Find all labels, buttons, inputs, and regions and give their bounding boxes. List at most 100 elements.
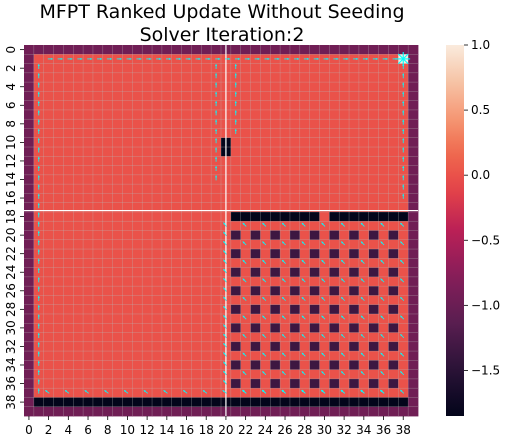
heatmap-cell [280,119,291,129]
heatmap-cell [240,286,251,296]
heatmap-cell [152,378,163,389]
heatmap-cell [92,119,104,129]
flow-arrow-head [37,323,40,326]
heatmap-cell [73,156,84,166]
flow-arrow-head [297,57,300,60]
heatmap-cell [191,230,202,241]
heatmap-cell [319,119,330,129]
heatmap-cell [378,128,389,139]
heatmap-cell [201,276,212,287]
heatmap-cell [211,258,222,269]
heatmap-cell [280,341,291,352]
heatmap-cell [230,202,242,213]
heatmap-cell [43,230,54,241]
heatmap-cell [92,341,104,352]
heatmap-cell [309,45,320,55]
flow-arrow-head [234,73,237,76]
y-tick-label: 38 [4,394,18,409]
heatmap-cell [240,211,251,222]
heatmap-cell [53,137,64,148]
heatmap-cell [408,119,419,129]
heatmap-cell [368,202,379,213]
flow-arrow-head [321,352,324,355]
heatmap-cell [201,267,212,278]
heatmap-cell [289,119,301,129]
y-tick-label: 0 [4,46,18,54]
flow-arrow-head [215,175,218,178]
heatmap-cell [358,378,370,389]
heatmap-cell [171,332,182,343]
heatmap-cell [102,63,114,74]
y-tick-label: 22 [4,246,18,261]
y-tick-label: 6 [4,101,18,109]
heatmap-cell [102,72,114,83]
heatmap-cell [73,397,84,408]
heatmap-cell [289,351,301,361]
flow-arrow-head [400,222,403,226]
flow-arrow-head [402,166,405,168]
heatmap-cell [102,249,114,259]
heatmap-cell [73,109,84,120]
heatmap-cell [83,202,94,213]
heatmap-cell [270,360,281,371]
heatmap-cell [270,193,281,204]
heatmap-cell [191,332,202,343]
heatmap-cell [358,267,370,278]
heatmap-cell [240,82,251,92]
heatmap-cell [349,128,360,139]
heatmap-cell [201,230,212,241]
heatmap-cell [102,147,114,157]
flow-arrow-head [301,334,304,337]
heatmap-cell [230,239,242,250]
heatmap-cell [201,174,212,185]
heatmap-cell [349,119,360,129]
heatmap-cell [299,211,311,222]
heatmap-cell [122,128,133,139]
flow-arrow-head [380,260,383,263]
heatmap-cell [230,147,242,157]
heatmap-cell [112,63,123,74]
heatmap-cell [171,239,182,250]
heatmap-cell [161,193,173,204]
heatmap-cell [201,378,212,389]
heatmap-cell [339,323,350,333]
heatmap-cell [83,360,94,371]
heatmap-cell [43,147,54,157]
heatmap-cell [388,165,399,176]
heatmap-cell [260,174,271,185]
heatmap-cell [53,267,64,278]
heatmap-cell [378,193,389,204]
heatmap-cell [408,91,419,102]
flow-arrow-head [215,147,218,150]
heatmap-cell [368,369,379,380]
heatmap-cell [319,100,330,111]
heatmap-cell [319,378,330,389]
heatmap-cell [378,378,389,389]
heatmap-cell [122,147,133,157]
heatmap-cell [201,406,212,417]
heatmap-cell [289,165,301,176]
goal-marker [397,53,404,60]
heatmap-cell [152,165,163,176]
heatmap-cell [349,276,360,287]
heatmap-cell [92,193,104,204]
heatmap-cell [92,184,104,194]
heatmap-cell [43,174,54,185]
heatmap-cell [260,406,271,417]
y-tick-label: 20 [4,227,18,242]
heatmap-cell [398,286,409,296]
heatmap-cell [92,221,104,231]
y-tick-label: 30 [4,320,18,335]
heatmap-cell [171,388,182,398]
flow-arrow-head [341,278,344,281]
heatmap-cell [161,295,173,306]
heatmap-cell [388,128,399,139]
heatmap-cell [102,267,114,278]
heatmap-cell [329,332,340,343]
flow-arrow-head [380,222,383,226]
heatmap-cell [24,165,35,176]
heatmap-cell [24,82,35,92]
heatmap-cell [309,286,320,296]
heatmap-cell [112,406,123,417]
heatmap-cell [122,119,133,129]
